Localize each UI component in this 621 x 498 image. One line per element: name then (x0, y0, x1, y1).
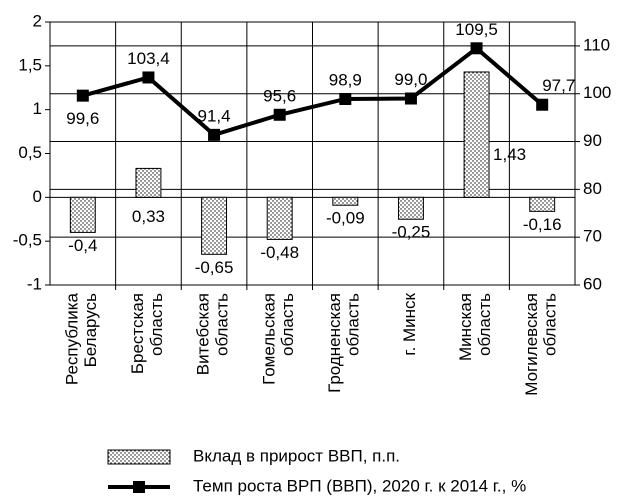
y-tick-label: 1,5 (18, 55, 42, 74)
bar (69, 196, 96, 233)
data-label: 1,43 (493, 145, 526, 164)
y2-tick-label: 60 (583, 274, 602, 293)
data-label: 91,4 (198, 106, 231, 125)
y-tick-label: -0,5 (13, 231, 42, 250)
x-tick-label: Могилевскаяобласть (522, 293, 560, 396)
y-tick-label: -1 (27, 274, 42, 293)
data-label: 95,6 (263, 86, 296, 105)
marker (536, 98, 549, 111)
bar (332, 196, 359, 206)
data-label: -0,4 (68, 236, 97, 255)
line (82, 45, 544, 138)
marker (76, 89, 89, 102)
marker (470, 42, 483, 55)
marker (339, 92, 352, 105)
marker (208, 128, 221, 141)
marker (273, 108, 286, 121)
y2-tick-label: 110 (583, 35, 610, 54)
y-tick-label: 2 (33, 11, 42, 30)
x-tick-label: РеспубликаБеларусь (63, 292, 101, 385)
plot-frame (49, 21, 576, 286)
x-tick-label: Гомельскаяобласть (260, 293, 298, 385)
data-label: -0,65 (195, 258, 234, 277)
y2-tick-label: 80 (583, 179, 602, 198)
legend-label: Темп роста ВРП (ВВП), 2020 г. к 2014 г.,… (193, 476, 526, 495)
legend-swatch (107, 449, 171, 465)
y-tick-label: 1 (33, 99, 42, 118)
bar (201, 196, 228, 255)
legend-marker (133, 481, 145, 493)
data-label: 99,6 (66, 109, 99, 128)
y2-tick-label: 90 (583, 131, 602, 150)
data-label: 98,9 (329, 70, 362, 89)
marker (404, 92, 417, 105)
x-tick-label: Брестскаяобласть (129, 293, 167, 374)
marker (142, 71, 155, 84)
y-tick-label: 0 (33, 187, 42, 206)
x-tick-label: Витебскаяобласть (194, 293, 232, 375)
data-label: -0,09 (326, 209, 365, 228)
data-label: 97,7 (542, 76, 575, 95)
x-tick-label: Гродненскаяобласть (325, 293, 363, 393)
bar (135, 167, 162, 198)
data-label: 99,0 (394, 70, 427, 89)
data-label: -0,25 (392, 223, 431, 242)
y2-tick-label: 70 (583, 227, 602, 246)
data-label: 109,5 (455, 20, 498, 39)
bar (463, 71, 490, 198)
y-tick-label: 0,5 (18, 143, 42, 162)
x-tick-label: г. Минск (400, 292, 419, 355)
data-label: 103,4 (127, 49, 170, 68)
bar (529, 196, 556, 212)
data-label: 0,33 (132, 207, 165, 226)
data-label: -0,16 (523, 215, 562, 234)
y2-tick-label: 100 (583, 83, 611, 102)
bar (397, 196, 424, 220)
bar (266, 196, 293, 240)
legend-label: Вклад в прирост ВВП, п.п. (193, 446, 400, 465)
data-label: -0,48 (260, 243, 299, 262)
x-tick-label: Минскаяобласть (457, 293, 495, 361)
